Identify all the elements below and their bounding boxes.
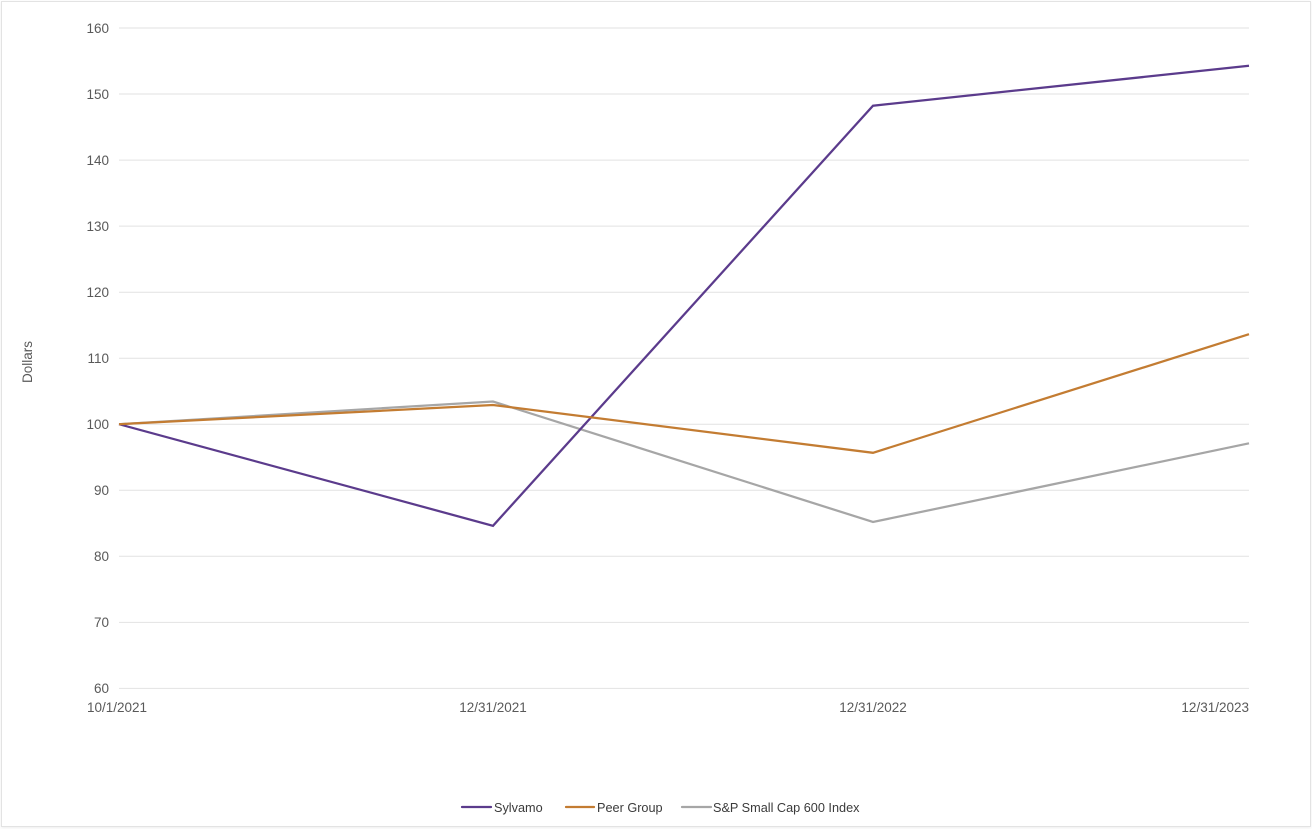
svg-text:100: 100	[86, 417, 109, 432]
svg-text:S&P Small Cap 600 Index: S&P Small Cap 600 Index	[713, 801, 860, 815]
svg-text:120: 120	[86, 285, 109, 300]
svg-text:Peer Group: Peer Group	[597, 801, 663, 815]
svg-text:Dollars: Dollars	[20, 341, 35, 383]
svg-text:70: 70	[94, 615, 109, 630]
svg-text:130: 130	[86, 219, 109, 234]
svg-text:80: 80	[94, 549, 109, 564]
svg-text:90: 90	[94, 483, 109, 498]
svg-text:140: 140	[86, 153, 109, 168]
svg-text:12/31/2022: 12/31/2022	[839, 700, 907, 715]
svg-text:60: 60	[94, 681, 109, 696]
svg-text:12/31/2021: 12/31/2021	[459, 700, 527, 715]
svg-text:Sylvamo: Sylvamo	[494, 801, 543, 815]
svg-text:10/1/2021: 10/1/2021	[87, 700, 147, 715]
svg-text:12/31/2023: 12/31/2023	[1181, 700, 1249, 715]
svg-text:110: 110	[87, 351, 109, 366]
svg-text:160: 160	[86, 21, 109, 36]
svg-text:150: 150	[86, 87, 109, 102]
